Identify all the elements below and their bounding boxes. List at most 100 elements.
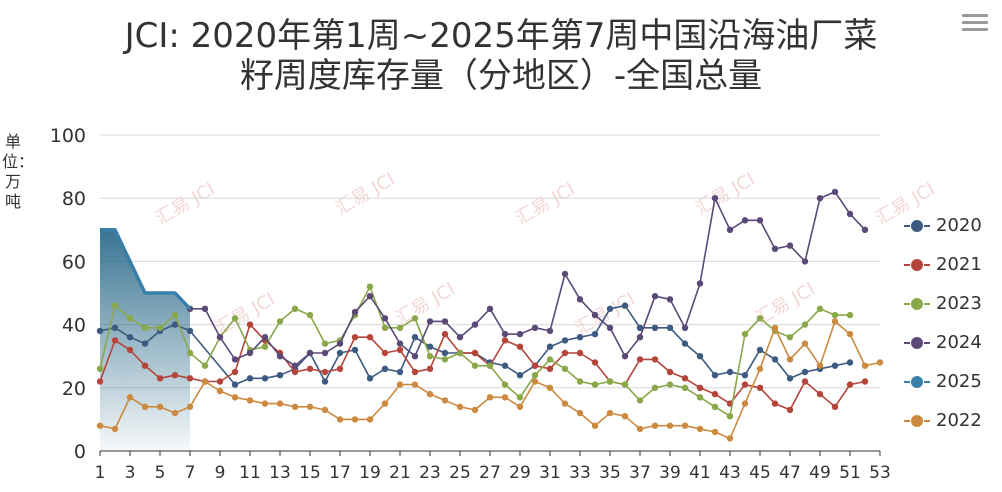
menu-bar (962, 21, 988, 24)
data-point-2020 (561, 337, 569, 344)
data-point-2023 (96, 365, 104, 372)
data-point-2022 (771, 324, 779, 331)
data-point-2022 (96, 422, 104, 429)
y-tick-label: 60 (62, 251, 86, 273)
watermark-layer: 汇易 JCI 汇易 JCI 汇易 JCI 汇易 JCI 汇易 JCI 汇易 JCI 汇易 J… (152, 169, 939, 340)
data-point-2022 (666, 422, 674, 429)
data-point-2024 (651, 293, 659, 300)
chart-title-line-1: JCI: 2020年第1周~2025年第7周中国沿海油厂菜 (124, 16, 878, 56)
x-tick-label: 21 (389, 463, 411, 483)
data-point-2021 (471, 349, 479, 357)
y-tick-label: 20 (62, 378, 86, 400)
data-point-2022 (366, 416, 374, 423)
legend-item-2024[interactable]: 2024 (904, 323, 1000, 362)
data-point-2021 (291, 368, 299, 376)
data-point-2023 (666, 381, 674, 388)
data-point-2021 (516, 343, 524, 350)
data-point-2020 (186, 327, 194, 335)
data-point-2021 (396, 346, 404, 354)
data-point-2022 (471, 406, 479, 414)
data-point-2024 (531, 324, 539, 331)
series-layer (96, 188, 884, 442)
data-point-2023 (201, 362, 209, 369)
data-point-2021 (231, 368, 239, 376)
legend-item-2021[interactable]: 2021 (904, 245, 1000, 284)
data-point-2020 (696, 353, 704, 360)
data-point-2022 (156, 403, 164, 410)
watermark-text: 汇易 JCI (692, 169, 759, 220)
data-point-2023 (276, 318, 284, 325)
data-point-2020 (846, 359, 854, 366)
x-tick-label: 41 (689, 463, 711, 483)
data-point-2020 (96, 327, 104, 335)
data-point-2022 (621, 413, 629, 420)
data-point-2021 (366, 334, 374, 341)
data-point-2023 (696, 394, 704, 401)
data-point-2021 (216, 378, 224, 385)
data-point-2020 (501, 362, 509, 369)
legend-dot (911, 258, 923, 271)
data-point-2022 (501, 394, 509, 401)
data-point-2023 (546, 356, 554, 363)
legend-label-2020: 2020 (936, 215, 982, 236)
data-point-2021 (531, 362, 539, 369)
data-point-2024 (426, 318, 434, 325)
data-point-2023 (846, 311, 854, 319)
data-point-2024 (711, 195, 719, 202)
data-point-2023 (561, 365, 569, 372)
legend-label-2025: 2025 (936, 371, 982, 392)
data-point-2020 (681, 340, 689, 347)
data-point-2022 (516, 403, 524, 410)
legend-item-2025[interactable]: 2025 (904, 362, 1000, 401)
data-point-2024 (216, 334, 224, 341)
data-point-2023 (321, 340, 329, 347)
x-tick-label: 7 (185, 463, 196, 483)
legend-swatch-2022 (904, 414, 930, 427)
data-point-2022 (411, 381, 419, 388)
data-point-2020 (591, 330, 599, 338)
data-point-2021 (831, 403, 839, 410)
data-point-2022 (846, 330, 854, 338)
y-tick-label: 40 (62, 315, 86, 337)
data-point-2024 (396, 340, 404, 347)
data-point-2022 (711, 428, 719, 436)
data-point-2021 (111, 337, 119, 344)
data-point-2023 (411, 315, 419, 322)
data-point-2024 (861, 226, 869, 233)
data-point-2023 (756, 315, 764, 322)
data-point-2020 (111, 324, 119, 331)
data-point-2022 (531, 378, 539, 385)
legend-item-2020[interactable]: 2020 (904, 206, 1000, 245)
hamburger-menu-icon[interactable] (962, 10, 988, 35)
data-point-2020 (141, 340, 149, 347)
legend-item-2022[interactable]: 2022 (904, 401, 1000, 440)
data-point-2023 (741, 330, 749, 338)
data-point-2020 (246, 375, 254, 382)
data-point-2022 (126, 394, 134, 401)
data-point-2020 (756, 346, 764, 354)
x-tick-label: 15 (299, 463, 321, 483)
data-point-2024 (846, 210, 854, 218)
x-tick-label: 43 (719, 463, 741, 483)
data-point-2022 (546, 384, 554, 391)
x-tick-label: 45 (749, 463, 771, 483)
data-point-2023 (231, 315, 239, 322)
data-point-2023 (366, 283, 374, 290)
watermark-text: 汇易 JCI (212, 289, 279, 340)
data-point-2024 (381, 315, 389, 322)
data-point-2024 (591, 311, 599, 319)
legend-item-2023[interactable]: 2023 (904, 284, 1000, 323)
x-tick-label: 51 (839, 463, 861, 483)
data-point-2022 (441, 397, 449, 404)
data-point-2023 (636, 397, 644, 404)
legend-dot (911, 414, 923, 427)
data-point-2021 (816, 390, 824, 398)
data-point-2023 (186, 349, 194, 357)
legend-dot (911, 219, 923, 232)
data-point-2024 (501, 330, 509, 338)
y-tick-label: 80 (62, 188, 86, 210)
data-point-2022 (636, 425, 644, 433)
data-point-2023 (606, 378, 614, 385)
data-point-2021 (426, 365, 434, 372)
data-point-2022 (186, 403, 194, 410)
